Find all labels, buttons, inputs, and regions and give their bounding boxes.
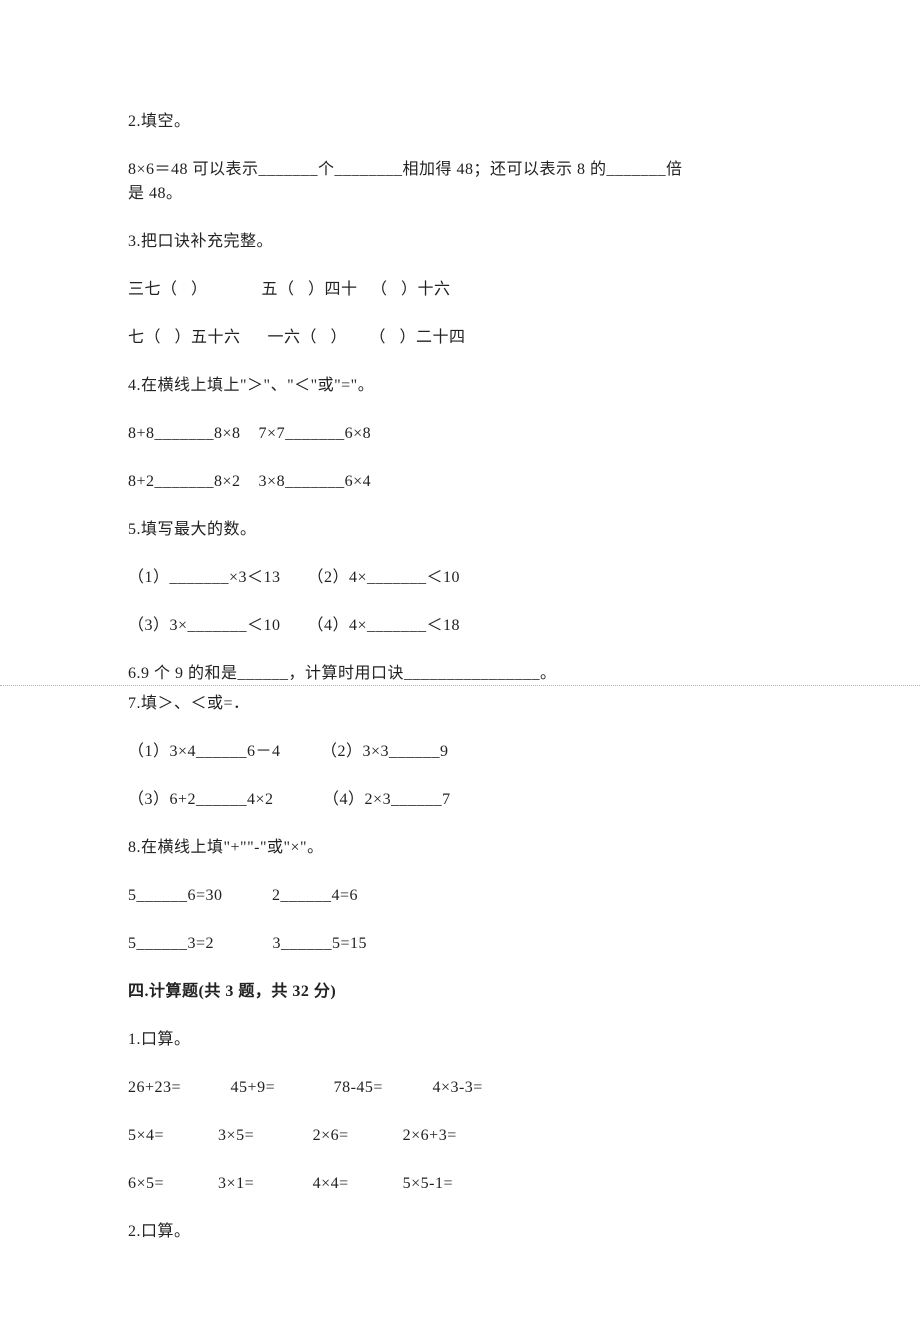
q3-line1: 三七（ ） 五（ ）四十 （ ）十六 (128, 278, 792, 302)
q4-line2: 8+2_______8×2 3×8_______6×4 (128, 470, 792, 494)
q4-line1: 8+8_______8×8 7×7_______6×8 (128, 422, 792, 446)
q5-title: 5.填写最大的数。 (128, 518, 792, 542)
q8-line2: 5______3=2 3______5=15 (128, 932, 792, 956)
section-4-heading: 四.计算题(共 3 题，共 32 分) (128, 980, 792, 1004)
q2-title: 2.填空。 (128, 110, 792, 134)
q8-line1: 5______6=30 2______4=6 (128, 884, 792, 908)
q8-title: 8.在横线上填"+""-"或"×"。 (128, 836, 792, 860)
s4-q1-line2: 5×4= 3×5= 2×6= 2×6+3= (128, 1124, 792, 1148)
s4-q1-title: 1.口算。 (128, 1028, 792, 1052)
q3-line2: 七（ ）五十六 一六（ ） （ ）二十四 (128, 326, 792, 350)
q5-line2: （3）3×_______＜10 （4）4×_______＜18 (128, 614, 792, 638)
q3-title: 3.把口诀补充完整。 (128, 230, 792, 254)
q5-line1: （1）_______×3＜13 （2）4×_______＜10 (128, 566, 792, 590)
page-content: 2.填空。 8×6＝48 可以表示_______个________相加得 48；… (0, 0, 920, 1328)
s4-q1-line1: 26+23= 45+9= 78-45= 4×3-3= (128, 1076, 792, 1100)
q7-line2: （3）6+2______4×2 （4）2×3______7 (128, 788, 792, 812)
s4-q1-line3: 6×5= 3×1= 4×4= 5×5-1= (128, 1172, 792, 1196)
page-divider (0, 685, 920, 686)
q7-title: 7.填＞、＜或=． (128, 692, 792, 716)
s4-q2-title: 2.口算。 (128, 1220, 792, 1244)
q7-line1: （1）3×4______6－4 （2）3×3______9 (128, 740, 792, 764)
q6: 6.9 个 9 的和是______，计算时用口诀________________… (128, 662, 792, 686)
q2-body: 8×6＝48 可以表示_______个________相加得 48；还可以表示 … (128, 158, 792, 206)
q4-title: 4.在横线上填上"＞"、"＜"或"="。 (128, 374, 792, 398)
